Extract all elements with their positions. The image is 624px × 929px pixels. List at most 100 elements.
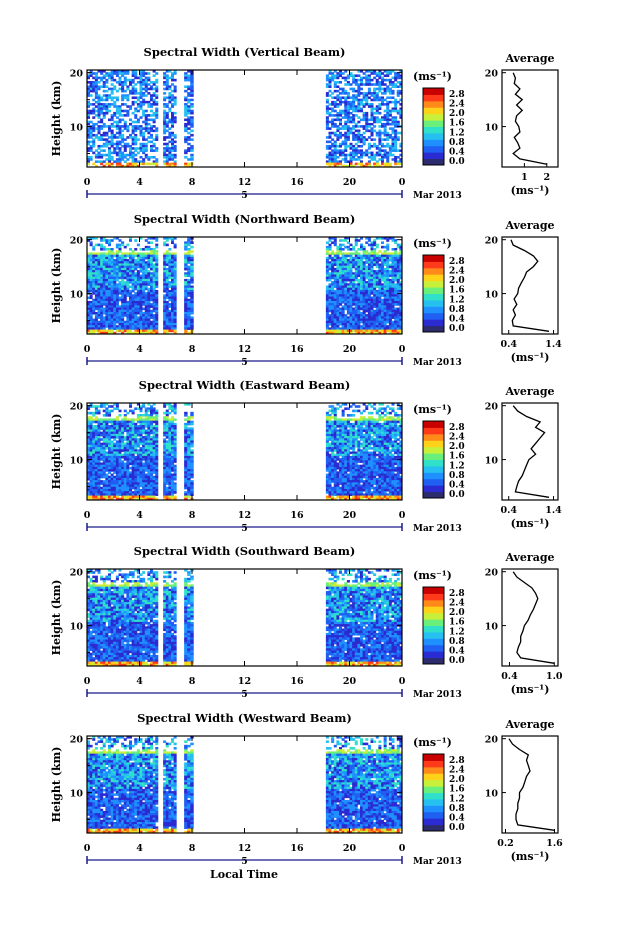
colorbar-swatch <box>423 433 444 441</box>
colorbar-swatch <box>423 267 444 275</box>
x-tick-label: 16 <box>290 510 304 521</box>
colorbar-swatch <box>423 811 444 819</box>
colorbar-tick-label: 0.8 <box>449 637 465 647</box>
colorbar-swatch <box>423 126 444 134</box>
colorbar-tick-label: 1.6 <box>449 119 465 129</box>
colorbar-tick-label: 2.8 <box>449 257 465 267</box>
average-x-label: (ms⁻¹) <box>511 517 550 530</box>
x-tick-label: 20 <box>343 676 357 687</box>
colorbar-units: (ms⁻¹) <box>413 736 452 749</box>
colorbar-swatch <box>423 152 444 160</box>
colorbar-tick-label: 0.4 <box>449 147 465 157</box>
average-x-label: (ms⁻¹) <box>511 850 550 863</box>
heatmap-cells <box>87 237 403 335</box>
colorbar-tick-label: 2.8 <box>449 589 465 599</box>
average-frame <box>501 402 559 501</box>
date-label: 5 <box>241 857 247 867</box>
colorbar-tick-label: 2.0 <box>449 109 465 119</box>
colorbar-tick-label: 2.0 <box>449 276 465 286</box>
average-profile-line <box>512 571 555 664</box>
colorbar-swatch <box>423 446 444 454</box>
x-tick-label: 0 <box>399 676 406 687</box>
colorbar-swatch <box>423 779 444 787</box>
x-tick-label: 4 <box>136 510 143 521</box>
colorbar-swatch <box>423 88 444 95</box>
colorbar-tick-label: 0.8 <box>449 804 465 814</box>
average-x-tick-label: 1.4 <box>545 505 562 516</box>
y-tick-label: 10 <box>70 290 84 301</box>
colorbar-swatch <box>423 100 444 108</box>
date-label: 5 <box>241 358 247 368</box>
colorbar-tick-label: 1.6 <box>449 785 465 795</box>
colorbar-tick-label: 0.0 <box>449 656 465 666</box>
y-tick-label: 20 <box>70 568 84 579</box>
average-x-tick-label: 0.4 <box>500 505 517 516</box>
month-label: Mar 2013 <box>413 857 462 867</box>
heatmap-cells <box>87 736 403 834</box>
colorbar-frame <box>422 87 445 166</box>
y-tick-label: 20 <box>70 735 84 746</box>
panel-title: Spectral Width (Westward Beam) <box>137 711 352 725</box>
x-tick-label: 16 <box>290 843 304 854</box>
average-y-tick-label: 20 <box>485 568 499 579</box>
colorbar-swatch <box>423 132 444 140</box>
average-y-tick-label: 10 <box>485 456 499 467</box>
colorbar-swatch <box>423 606 444 614</box>
colorbar-swatch <box>423 274 444 282</box>
x-tick-label: 0 <box>84 177 91 188</box>
colorbar-swatch <box>423 145 444 153</box>
colorbar-swatch <box>423 792 444 800</box>
colorbar-swatch <box>423 587 444 594</box>
x-tick-label: 0 <box>399 177 406 188</box>
colorbar-tick-label: 1.2 <box>449 128 465 138</box>
average-y-tick-label: 20 <box>485 735 499 746</box>
colorbar-tick-label: 0.8 <box>449 138 465 148</box>
panel-5: Spectral Width (Westward Beam) 0 4 8 12 16 20 0… <box>50 711 563 867</box>
colorbar-swatch <box>423 805 444 813</box>
x-tick-label: 4 <box>136 676 143 687</box>
y-axis-label: Height (km) <box>50 81 63 157</box>
x-axis-label: Local Time <box>210 868 278 881</box>
colorbar-swatch <box>423 255 444 262</box>
colorbar-swatch <box>423 120 444 127</box>
average-profile-line <box>512 72 547 165</box>
x-tick-label: 20 <box>343 344 357 355</box>
colorbar-swatch <box>423 107 444 115</box>
average-title: Average <box>504 52 554 65</box>
average-frame <box>501 69 559 168</box>
colorbar-frame <box>422 420 445 499</box>
x-tick-label: 20 <box>343 177 357 188</box>
colorbar-swatch <box>423 760 444 768</box>
x-tick-label: 0 <box>84 676 91 687</box>
x-tick-label: 4 <box>136 177 143 188</box>
x-tick-label: 0 <box>399 344 406 355</box>
colorbar-tick-label: 0.8 <box>449 305 465 315</box>
colorbar-swatch <box>423 766 444 774</box>
colorbar-swatch <box>423 754 444 761</box>
panel-2: Spectral Width (Northward Beam) 0 4 8 12 16 20… <box>50 212 562 368</box>
x-tick-label: 16 <box>290 344 304 355</box>
colorbar-swatch <box>423 593 444 601</box>
colorbar-tick-label: 1.6 <box>449 618 465 628</box>
colorbar-swatch <box>423 472 444 480</box>
colorbar-swatch <box>423 440 444 448</box>
colorbar-swatch <box>423 824 444 832</box>
average-y-tick-label: 10 <box>485 123 499 134</box>
y-tick-label: 10 <box>70 789 84 800</box>
colorbar-tick-label: 0.4 <box>449 646 465 656</box>
average-x-label: (ms⁻¹) <box>511 184 550 197</box>
average-y-tick-label: 10 <box>485 290 499 301</box>
heatmap-cells <box>87 403 403 501</box>
colorbar-swatch <box>423 113 444 121</box>
x-tick-label: 12 <box>238 177 251 188</box>
x-tick-label: 16 <box>290 177 304 188</box>
colorbar-swatch <box>423 798 444 806</box>
average-x-tick-label: 1.6 <box>546 838 563 849</box>
colorbar-tick-label: 1.6 <box>449 452 465 462</box>
y-tick-label: 20 <box>70 236 84 247</box>
x-tick-label: 0 <box>84 510 91 521</box>
panel-title: Spectral Width (Northward Beam) <box>134 212 356 226</box>
average-x-tick-label: 0.4 <box>500 339 517 350</box>
average-y-tick-label: 20 <box>485 402 499 413</box>
y-axis-label: Height (km) <box>50 414 63 490</box>
